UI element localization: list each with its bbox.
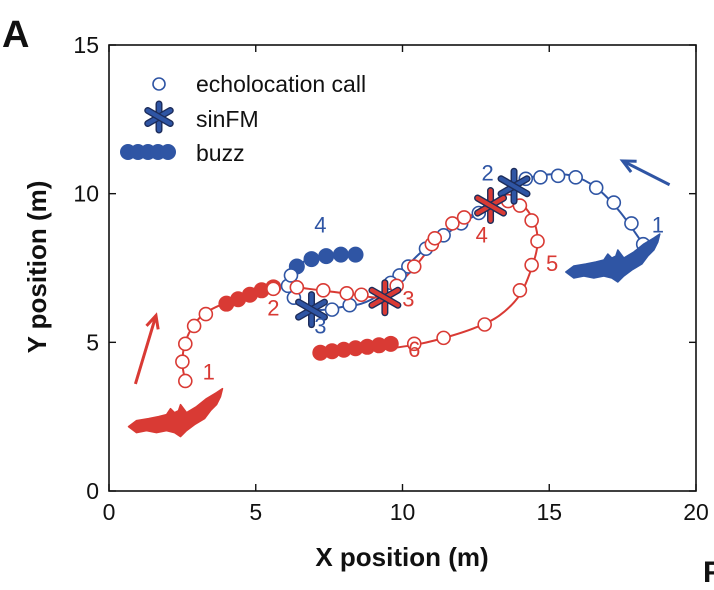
legend-sinfm-label: sinFM bbox=[196, 106, 259, 132]
legend-buzz-dot bbox=[160, 144, 176, 160]
buzz-point-blue bbox=[318, 248, 335, 265]
annotation-blue: 4 bbox=[314, 212, 326, 237]
bat-icon bbox=[565, 233, 661, 283]
sinfm-point-red bbox=[368, 279, 402, 317]
call-point-red bbox=[186, 318, 202, 334]
buzz-point-red bbox=[359, 338, 376, 355]
x-tick-label: 15 bbox=[536, 499, 562, 525]
call-point-red bbox=[198, 306, 214, 322]
sinfm-point-blue bbox=[295, 291, 329, 329]
annotation-blue: 3 bbox=[314, 313, 326, 338]
legend: echolocation call sinFM buzz bbox=[120, 71, 366, 166]
call-point-red bbox=[436, 330, 451, 346]
call-point-blue bbox=[550, 168, 566, 184]
legend-sinfm-asterisk bbox=[144, 100, 174, 134]
panel-letter: A bbox=[2, 14, 30, 56]
direction-arrow-shaft bbox=[621, 159, 671, 187]
call-point-blue bbox=[588, 180, 604, 196]
legend-call-marker bbox=[152, 77, 166, 91]
annotation-red: 5 bbox=[546, 251, 558, 276]
y-tick-label: 0 bbox=[86, 478, 99, 504]
call-point-red bbox=[315, 282, 331, 298]
buzz-point-red bbox=[371, 337, 388, 354]
call-point-blue bbox=[324, 302, 340, 317]
corner-fragment: F bbox=[703, 556, 714, 589]
legend-sinfm-asterisk-stroke bbox=[145, 108, 173, 126]
legend-sinfm-marker bbox=[144, 100, 174, 134]
x-axis-label: X position (m) bbox=[315, 542, 488, 572]
buzz-point-red bbox=[324, 343, 341, 360]
annotation-blue: 1 bbox=[652, 212, 664, 237]
buzz-point-blue bbox=[332, 246, 349, 263]
buzz-point-red bbox=[312, 344, 329, 361]
annotation-blue: 2 bbox=[481, 160, 493, 185]
direction-arrow-head bbox=[145, 312, 160, 330]
call-point-blue bbox=[283, 268, 299, 283]
call-point-red bbox=[524, 213, 539, 228]
annotation-red: 3 bbox=[402, 287, 414, 312]
call-point-red bbox=[477, 317, 492, 332]
buzz-point-red bbox=[382, 335, 399, 352]
call-point-blue bbox=[342, 297, 357, 313]
buzz-point-blue bbox=[303, 251, 320, 268]
call-point-red bbox=[445, 216, 460, 231]
direction-arrow-shaft bbox=[133, 315, 158, 385]
call-point-red bbox=[406, 336, 422, 352]
buzz-point-blue bbox=[347, 246, 364, 263]
buzz-point-red bbox=[347, 340, 364, 357]
legend-call-label: echolocation call bbox=[196, 71, 366, 97]
sinfm-point-blue-stroke bbox=[296, 300, 327, 320]
call-point-red bbox=[289, 280, 305, 295]
call-point-red bbox=[266, 281, 281, 297]
sinfm-point-blue-stroke bbox=[498, 176, 530, 196]
annotation-red: 6 bbox=[408, 337, 420, 362]
call-point-blue bbox=[624, 216, 639, 231]
sinfm-point-red-stroke bbox=[369, 288, 400, 308]
call-point-blue bbox=[568, 170, 583, 185]
legend-buzz-marker bbox=[120, 144, 176, 160]
annotation-red: 1 bbox=[203, 360, 215, 385]
call-point-red bbox=[175, 354, 190, 369]
y-tick-label: 5 bbox=[86, 329, 99, 355]
sinfm-point-red bbox=[474, 187, 508, 225]
buzz-layer bbox=[218, 246, 399, 361]
annotation-red: 4 bbox=[476, 223, 488, 248]
sinfm-layer bbox=[295, 167, 531, 329]
x-tick-label: 10 bbox=[390, 499, 416, 525]
annotation-red: 2 bbox=[267, 296, 279, 321]
call-point-red bbox=[354, 287, 369, 303]
call-point-red bbox=[178, 373, 193, 389]
y-axis-label: Y position (m) bbox=[22, 181, 52, 354]
sinfm-point-red-stroke bbox=[475, 195, 506, 216]
y-tick-label: 10 bbox=[73, 181, 99, 207]
call-point-red bbox=[427, 230, 443, 246]
x-tick-label: 0 bbox=[103, 499, 116, 525]
call-point-red bbox=[178, 336, 193, 352]
call-point-blue bbox=[533, 170, 548, 185]
sinfm-point-blue bbox=[497, 167, 531, 205]
call-point-red bbox=[524, 257, 539, 273]
call-point-red bbox=[530, 233, 545, 249]
x-tick-label: 20 bbox=[683, 499, 709, 525]
direction-arrow-head bbox=[619, 159, 637, 173]
call-point-red bbox=[406, 259, 422, 274]
bat-icon bbox=[127, 387, 224, 438]
legend-buzz-label: buzz bbox=[196, 140, 245, 166]
y-tick-label: 15 bbox=[73, 32, 99, 58]
call-point-blue bbox=[606, 195, 622, 210]
annotation-layer: 1 2 3 4 1 2 3 4 5 6 bbox=[127, 159, 671, 438]
call-point-red bbox=[339, 285, 355, 301]
call-point-red bbox=[512, 282, 528, 298]
call-point-red bbox=[456, 210, 472, 225]
buzz-point-red bbox=[335, 341, 352, 358]
x-tick-label: 5 bbox=[249, 499, 262, 525]
